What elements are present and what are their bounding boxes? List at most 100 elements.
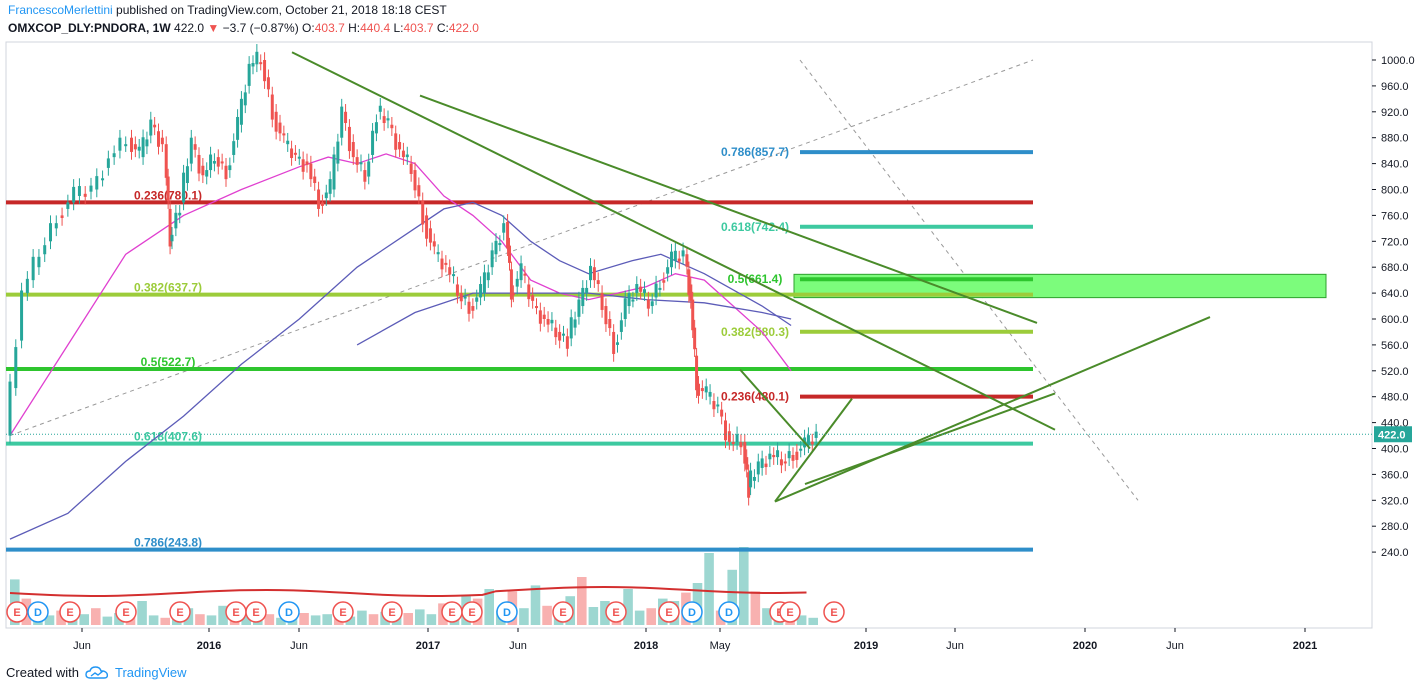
earnings-marker[interactable]: E	[823, 601, 845, 623]
candle-body	[278, 122, 282, 134]
price-chart[interactable]: 0.236(780.1)0.382(637.7)0.5(522.7)0.618(…	[0, 40, 1426, 660]
candle-body	[157, 131, 160, 147]
price-axis[interactable]: 1000.0 960.0 920.0 880.0 840.0 800.0 760.0 720.…	[6, 55, 1415, 559]
earnings-marker[interactable]: E	[779, 601, 801, 623]
earnings-marker[interactable]: E	[59, 601, 81, 623]
candle-body	[166, 176, 170, 202]
symbol-name[interactable]: OMXCOP_DLY:PNDORA, 1W	[8, 21, 171, 35]
candle-body	[592, 267, 596, 281]
candle-body	[562, 333, 565, 336]
footer: Created with TradingView	[6, 665, 187, 680]
candle-body	[340, 106, 344, 138]
candle-body	[486, 272, 490, 281]
candle-body	[635, 284, 639, 294]
candle-body	[320, 202, 324, 206]
time-axis[interactable]: Jun 2016 Jun 2017 Jun 2018 May 2019 Jun 2020 Jun 20…	[73, 628, 1317, 652]
candle-body	[14, 347, 18, 389]
candle-body	[255, 51, 259, 65]
trendline[interactable]	[739, 368, 811, 450]
trendline[interactable]	[419, 94, 1038, 324]
earnings-marker[interactable]: E	[332, 601, 354, 623]
candle-body	[581, 287, 585, 307]
candle-body	[693, 327, 697, 350]
candle-body	[708, 391, 712, 397]
candle-body	[527, 284, 531, 300]
earnings-marker[interactable]: E	[605, 601, 627, 623]
candle-body	[282, 133, 286, 136]
earnings-marker[interactable]: E	[225, 601, 247, 623]
volume-bar	[322, 614, 332, 625]
candle-body	[779, 459, 783, 466]
fib-level-label: 0.5(661.4)	[728, 272, 783, 286]
marker-label: E	[339, 607, 346, 619]
candle-body	[712, 401, 716, 410]
earnings-marker-circle	[779, 601, 801, 623]
candle-body	[174, 212, 178, 229]
volume-bar	[357, 610, 367, 625]
trendline[interactable]	[804, 392, 1056, 486]
earnings-marker[interactable]: E	[441, 601, 463, 623]
open-label: O:	[302, 21, 315, 35]
candle-body	[106, 158, 110, 168]
candle-body	[197, 154, 201, 174]
tradingview-link[interactable]: TradingView	[114, 665, 187, 680]
candle-body	[467, 301, 471, 314]
earnings-marker[interactable]: E	[115, 601, 137, 623]
trendline[interactable]	[774, 398, 853, 503]
dividend-marker[interactable]: D	[681, 601, 703, 623]
candle-body	[421, 200, 425, 225]
candle-body	[494, 240, 498, 255]
candle-body	[112, 153, 116, 158]
trendline[interactable]	[774, 316, 1211, 503]
candle-body	[731, 442, 735, 445]
candle-body	[398, 142, 402, 150]
high-value: 440.4	[360, 21, 391, 35]
trendlines[interactable]	[291, 51, 1211, 503]
candle-body	[508, 245, 511, 263]
event-markers[interactable]: EDEEEEEDEEEEDEEEDDEEE	[6, 601, 845, 623]
candle-body	[459, 293, 463, 302]
dividend-marker[interactable]: D	[27, 601, 49, 623]
volume-bar	[264, 614, 275, 625]
marker-label: E	[786, 607, 793, 619]
dividend-marker[interactable]: D	[496, 601, 518, 623]
candle-body	[374, 122, 378, 134]
earnings-marker[interactable]: E	[658, 601, 680, 623]
candle-body	[558, 331, 562, 341]
candle-body	[236, 116, 240, 140]
candle-body	[806, 435, 810, 446]
candle-body	[448, 267, 452, 275]
candle-body	[382, 116, 386, 124]
candle-body	[444, 262, 448, 265]
dividend-marker[interactable]: D	[278, 601, 300, 623]
price-tick-label: 400.0	[1381, 444, 1409, 456]
candle-body	[814, 431, 818, 438]
candle-body	[428, 228, 432, 243]
earnings-marker[interactable]: E	[169, 601, 191, 623]
trendline[interactable]	[291, 51, 1056, 431]
fib-levels[interactable]: 0.236(780.1)0.382(637.7)0.5(522.7)0.618(…	[6, 145, 1327, 552]
volume-bar	[79, 614, 89, 625]
price-tick-label: 360.0	[1381, 469, 1409, 481]
earnings-marker[interactable]: E	[461, 601, 483, 623]
candle-body	[263, 60, 267, 82]
earnings-marker[interactable]: E	[245, 601, 267, 623]
moving-averages	[9, 153, 792, 540]
dividend-marker-circle	[27, 601, 49, 623]
earnings-marker[interactable]: E	[6, 601, 28, 623]
marker-label: E	[252, 607, 259, 619]
author-link[interactable]: FrancescoMerlettini	[8, 3, 113, 17]
candle-body	[301, 159, 305, 172]
earnings-marker[interactable]: E	[552, 601, 574, 623]
earnings-marker-circle	[381, 601, 403, 623]
earnings-marker[interactable]: E	[381, 601, 403, 623]
candle-body	[490, 250, 494, 268]
dividend-marker[interactable]: D	[718, 601, 740, 623]
earnings-marker-circle	[245, 601, 267, 623]
candle-body	[305, 161, 309, 165]
candle-body	[631, 299, 635, 302]
price-tick-label: 240.0	[1381, 547, 1409, 559]
candle-body	[141, 137, 145, 158]
candle-body	[293, 152, 297, 155]
candle-body	[37, 256, 41, 268]
